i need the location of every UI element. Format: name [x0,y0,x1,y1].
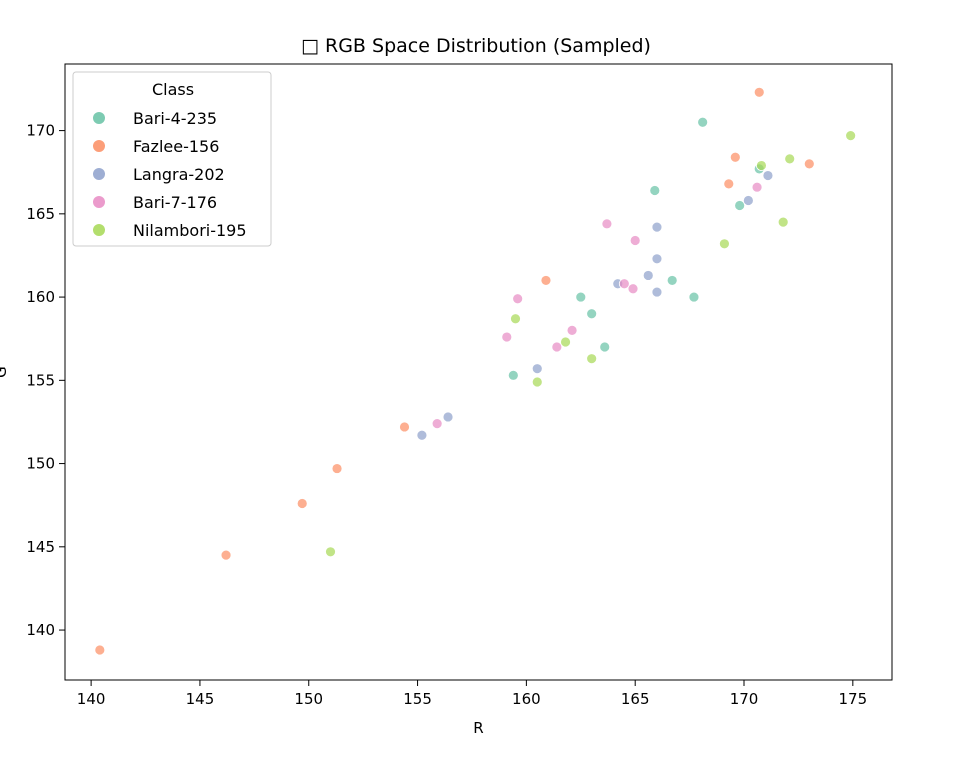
legend-label: Fazlee-156 [133,137,219,156]
data-point [629,235,641,246]
data-point [531,376,543,388]
data-point [666,275,678,286]
x-tick-label: 155 [403,690,432,708]
data-point [566,324,578,336]
data-point [442,411,454,423]
points-layer [94,86,857,656]
x-axis-label: R [473,719,483,737]
legend-marker [93,168,105,180]
data-point [601,218,613,230]
data-point [560,336,571,348]
legend-label: Bari-4-235 [133,109,217,128]
axis-ticks: 140 145 150 155 160 165 170 175 140 145 150 155 160 1… [26,122,867,708]
data-point [551,341,563,353]
data-point [784,153,796,165]
data-point [642,270,654,281]
x-tick-label: 170 [730,690,759,708]
data-point [734,200,746,211]
data-point [627,283,639,295]
y-tick-label: 160 [26,288,55,306]
data-point [507,369,519,381]
data-point [697,116,709,128]
data-point [649,185,661,196]
data-point [618,278,630,290]
data-point [803,158,815,170]
data-point [575,291,587,303]
legend-marker [93,112,105,124]
y-tick-label: 150 [26,455,55,473]
x-tick-label: 140 [77,690,106,708]
data-point [540,275,552,286]
x-tick-label: 175 [839,690,868,708]
data-point [723,178,735,190]
legend-marker [93,196,105,208]
legend-label: Bari-7-176 [133,193,217,212]
legend-label: Nilambori-195 [133,221,247,240]
legend-box [72,71,272,247]
legend-marker [93,224,105,236]
data-point [510,313,521,325]
data-point [742,195,754,206]
data-point [512,293,524,305]
x-tick-label: 150 [294,690,323,708]
data-point [586,353,598,365]
data-point [501,331,513,343]
data-point [220,549,232,561]
data-point [845,130,857,141]
y-tick-label: 145 [26,538,55,556]
legend-marker [93,140,105,152]
data-point [651,253,663,265]
data-point [399,421,410,433]
data-point [651,221,663,233]
legend-label: Langra-202 [133,165,225,184]
data-point [296,498,308,509]
y-axis-label: G [0,366,10,378]
legend: Class Bari-4-235Fazlee-156Langra-202Bari… [72,71,272,247]
data-point [586,308,598,320]
y-tick-label: 155 [26,371,55,389]
legend-title: Class [152,80,194,99]
legend-items: Bari-4-235 Fazlee-156 Langra-202 Bari-7-176… [93,109,247,240]
data-point [416,429,428,441]
data-point [751,181,763,193]
x-tick-label: 145 [186,690,215,708]
data-point [762,170,774,181]
x-tick-label: 165 [621,690,650,708]
y-tick-label: 165 [26,205,55,223]
data-point [719,238,730,250]
x-tick-label: 160 [512,690,541,708]
data-point [531,363,543,375]
y-tick-label: 170 [26,122,55,140]
data-point [331,463,343,474]
data-point [756,160,767,171]
data-point [599,341,611,353]
data-point [651,286,663,298]
data-point [729,151,741,163]
chart-title: □ RGB Space Distribution (Sampled) [301,35,651,57]
plot-area-frame [64,63,893,681]
y-tick-label: 140 [26,621,55,639]
data-point [753,86,765,98]
data-point [688,291,700,303]
data-point [94,644,106,656]
data-point [777,216,789,228]
data-point [325,546,336,558]
data-point [431,418,443,430]
